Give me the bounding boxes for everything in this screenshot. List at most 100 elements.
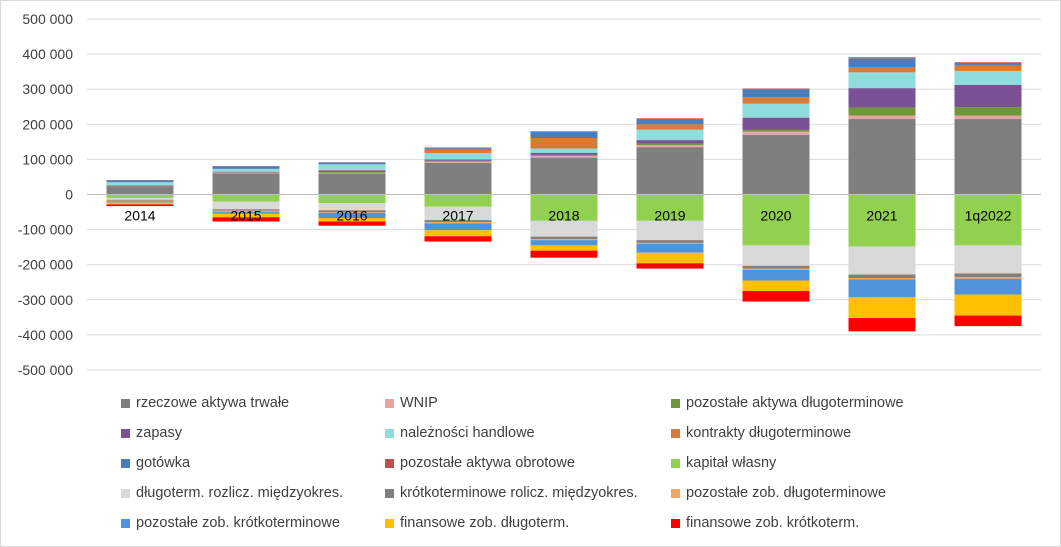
bar-segment xyxy=(742,291,810,302)
bar-segment xyxy=(636,119,704,125)
bar-segment xyxy=(742,131,810,135)
bar-segment xyxy=(318,203,386,211)
legend-item: finansowe zob. długoterm. xyxy=(385,513,569,533)
legend-swatch xyxy=(385,398,394,408)
bar-segment xyxy=(954,115,1022,120)
bar-segment xyxy=(954,62,1022,63)
bar-segment xyxy=(212,171,280,173)
bar-segment xyxy=(530,154,598,156)
bar-segment xyxy=(106,204,174,207)
legend-item: krótkoterminowe rolicz. międzyokres. xyxy=(385,483,638,503)
x-category-label: 2019 xyxy=(654,208,685,224)
stacked-bar-chart: 500 000 400 000 300 000 200 000 100 000 0 -100… xyxy=(18,11,1041,378)
bar-segment xyxy=(318,212,386,219)
y-tick-label: -100 000 xyxy=(18,222,73,238)
bar-segment xyxy=(530,131,598,133)
bar-segment xyxy=(742,97,810,104)
bar-segment xyxy=(318,194,386,204)
bar-segment xyxy=(212,209,280,211)
bar-segment xyxy=(742,129,810,132)
bar-segment xyxy=(742,269,810,281)
legend-swatch xyxy=(671,428,680,438)
bar-segment xyxy=(318,164,386,171)
bar-segment xyxy=(318,210,386,213)
y-tick-label: -300 000 xyxy=(18,292,73,308)
legend-item: zapasy xyxy=(121,423,182,443)
bar-segment xyxy=(954,245,1022,274)
bar-segment xyxy=(848,246,916,275)
bar-segment xyxy=(530,152,598,155)
x-category-label: 2015 xyxy=(230,208,261,224)
legend-swatch xyxy=(671,488,680,498)
bar-segment xyxy=(318,221,386,226)
legend-item: pozostałe zob. długoterminowe xyxy=(671,483,886,503)
bar-segment xyxy=(424,149,492,154)
bar-segment xyxy=(954,315,1022,327)
bar-segment xyxy=(742,194,810,246)
bar-segment xyxy=(742,245,810,266)
bar-segment xyxy=(848,296,916,319)
bar-segment xyxy=(530,155,598,158)
bar-segment xyxy=(530,194,598,221)
legend-item: pozostałe aktywa obrotowe xyxy=(385,453,575,473)
bar-segment xyxy=(742,280,810,292)
bar-segment xyxy=(106,200,174,202)
bar-segment xyxy=(636,140,704,144)
bar-segment xyxy=(636,129,704,141)
bar-segment xyxy=(318,172,386,174)
bar-segment xyxy=(424,194,492,207)
bar-segment xyxy=(742,117,810,130)
x-category-label: 2018 xyxy=(548,208,579,224)
bar-segment xyxy=(742,89,810,98)
bar-segment xyxy=(318,162,386,165)
bar-segment xyxy=(424,220,492,223)
bar-segment xyxy=(530,240,598,246)
legend-swatch xyxy=(121,488,130,498)
bar-segment xyxy=(636,118,704,120)
x-category-label: 2021 xyxy=(866,208,897,224)
legend-item: finansowe zob. krótkoterm. xyxy=(671,513,859,533)
bar-segment xyxy=(318,172,386,173)
legend-swatch xyxy=(671,518,680,528)
bar-segment xyxy=(212,166,280,169)
bar-segment xyxy=(106,186,174,195)
bar-segment xyxy=(848,279,916,297)
bar-segment xyxy=(424,159,492,161)
bar-segment xyxy=(636,220,704,241)
bar-segment xyxy=(424,153,492,160)
y-tick-label: -400 000 xyxy=(18,327,73,343)
bar-segment xyxy=(530,132,598,138)
bar-segment xyxy=(742,88,810,90)
bar-segment xyxy=(848,107,916,116)
bar-segment xyxy=(212,168,280,172)
x-category-label: 2016 xyxy=(336,208,367,224)
y-tick-label: 100 000 xyxy=(22,151,73,167)
legend-swatch xyxy=(121,458,130,468)
bar-segment xyxy=(424,148,492,150)
y-tick-label: 500 000 xyxy=(22,11,73,27)
bar-segment xyxy=(848,119,916,195)
bar-segment xyxy=(848,58,916,68)
bar-segment xyxy=(424,147,492,149)
legend-swatch xyxy=(385,428,394,438)
bar-segment xyxy=(212,201,280,210)
bar-segment xyxy=(636,263,704,269)
y-tick-label: 300 000 xyxy=(22,81,73,97)
legend-label: krótkoterminowe rolicz. międzyokres. xyxy=(400,485,638,501)
legend-label: gotówka xyxy=(136,455,191,471)
y-tick-label: 200 000 xyxy=(22,116,73,132)
bar-segment xyxy=(954,276,1022,279)
legend-label: długoterm. rozlicz. międzyokres. xyxy=(136,485,344,501)
bar-segment xyxy=(742,134,810,195)
bar-segment xyxy=(530,157,598,195)
legend-label: pozostałe aktywa długoterminowe xyxy=(686,395,904,411)
bar-segment xyxy=(636,143,704,146)
bar-segment xyxy=(106,202,174,205)
bar-segment xyxy=(212,213,280,218)
chart-legend: rzeczowe aktywa trwałe WNIP pozostałe akty… xyxy=(121,393,1021,539)
bar-segment xyxy=(742,265,810,269)
legend-swatch xyxy=(121,428,130,438)
bar-segment xyxy=(636,243,704,253)
bar-segment xyxy=(106,199,174,201)
